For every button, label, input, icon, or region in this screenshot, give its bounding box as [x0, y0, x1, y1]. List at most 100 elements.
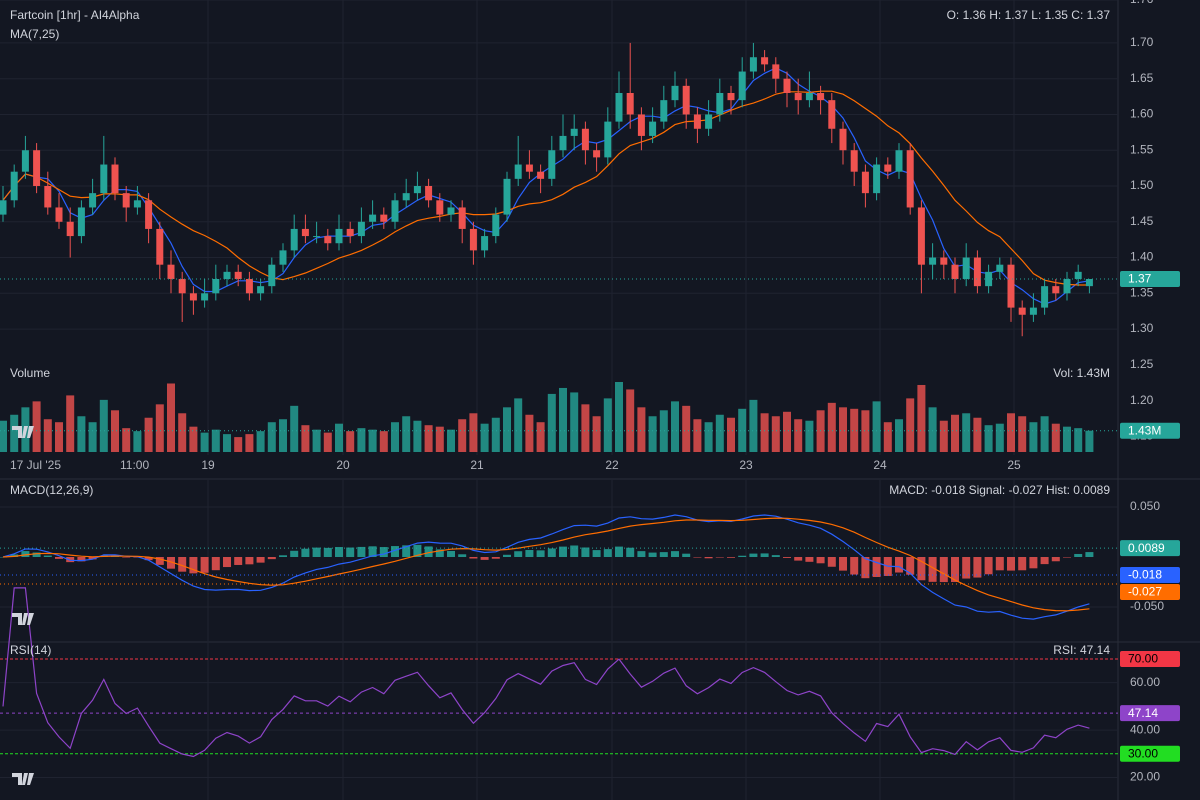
x-tick-label: 22 — [605, 458, 619, 472]
macd-histogram-bar — [469, 557, 478, 559]
macd-histogram-bar — [346, 547, 355, 557]
volume-bar — [995, 423, 1004, 452]
candle-body — [951, 264, 959, 279]
candle-body — [10, 171, 18, 201]
macd-histogram-bar — [671, 551, 679, 557]
volume-bar — [895, 419, 903, 452]
volume-bar — [491, 417, 500, 452]
volume-bar — [88, 422, 97, 452]
macd-histogram-bar — [323, 547, 332, 557]
candle-body — [559, 135, 567, 151]
volume-bar — [391, 422, 399, 452]
candle-body — [716, 92, 724, 115]
volume-bar — [155, 404, 164, 452]
candle-body — [268, 264, 276, 287]
macd-histogram-bar — [1063, 557, 1071, 558]
macd-histogram-bar — [783, 557, 791, 558]
macd-histogram-bar — [637, 551, 646, 557]
axis-badges: 1.37 1.43M 0.0089 -0.018 -0.027 70.00 30.00 47.… — [1120, 270, 1180, 762]
volume-bar — [55, 422, 63, 452]
candle-body — [772, 64, 780, 79]
rsi-tick-label: 60.00 — [1130, 675, 1160, 689]
candle-body — [839, 128, 847, 151]
candle-body — [492, 214, 500, 237]
macd-histogram-bar — [21, 551, 30, 557]
x-tick-label: 25 — [1007, 458, 1021, 472]
candle-body — [1007, 264, 1015, 308]
volume-bar — [760, 413, 769, 452]
candle-body — [861, 171, 869, 194]
candle-body — [447, 207, 455, 215]
candle-body — [313, 236, 321, 238]
axis-badge-label: 30.00 — [1128, 746, 1158, 760]
macd-histogram-bar — [178, 557, 187, 572]
axis-badge — [1120, 540, 1180, 557]
macd-histogram-bar — [850, 557, 859, 575]
y-tick-label: 1.50 — [1130, 178, 1154, 192]
macd-histogram-bar — [682, 553, 691, 557]
volume-bar — [592, 416, 601, 452]
rsi-tick-label: 20.00 — [1130, 770, 1160, 784]
axis-badge — [1120, 422, 1180, 439]
macd-histogram-bar — [234, 557, 243, 565]
macd-histogram-bar — [615, 546, 623, 557]
axis-badge — [1120, 567, 1180, 583]
macd-histogram-bar — [122, 557, 131, 558]
macd-tick-label: -0.050 — [1130, 599, 1164, 613]
ma-line — [2, 90, 1090, 286]
macd-tick-label: 0.050 — [1130, 499, 1160, 513]
candle-body — [167, 264, 175, 279]
volume-bar — [794, 419, 803, 452]
macd-histogram-bar — [525, 550, 534, 557]
candle-body — [671, 85, 679, 101]
volume-bar — [951, 414, 959, 452]
macd-histogram-bar — [839, 557, 847, 571]
candle-body — [906, 150, 914, 208]
volume-bar — [783, 411, 791, 452]
x-tick-label: 17 Jul '25 — [10, 458, 61, 472]
candle-body — [290, 228, 298, 251]
x-tick-label: 24 — [873, 458, 887, 472]
volume-bar — [671, 401, 679, 452]
y-tick-label: 1.45 — [1130, 214, 1154, 228]
candle-body — [615, 92, 623, 122]
volume-bar — [715, 414, 724, 452]
candle-body — [357, 221, 365, 237]
rsi-readout: RSI: 47.14 — [1053, 643, 1110, 657]
candle-body — [850, 150, 858, 172]
x-tick-label: 11:00 — [120, 458, 149, 472]
logo — [12, 426, 34, 785]
macd-histogram-bar — [368, 546, 377, 557]
volume-bar — [850, 408, 859, 452]
volume-bar — [379, 431, 388, 452]
candle-body — [257, 286, 265, 294]
candle-body — [895, 150, 903, 172]
volume-bar — [413, 420, 422, 452]
candle-body — [145, 200, 153, 229]
axis-badge — [1120, 705, 1180, 722]
macd-histogram-bar — [693, 557, 702, 558]
volume-bar — [77, 416, 86, 452]
candle-body — [626, 92, 634, 115]
macd-histogram-bar — [626, 547, 635, 557]
macd-histogram-bar — [357, 546, 366, 557]
macd-histogram-bar — [559, 546, 567, 557]
volume-bar — [1051, 423, 1060, 452]
axis-badge — [1120, 745, 1180, 762]
candle-body — [324, 236, 332, 244]
volume-bar — [827, 402, 836, 452]
candle-body — [1018, 307, 1026, 315]
volume-bar — [357, 428, 366, 452]
volume-bar — [133, 431, 142, 452]
candle-body — [682, 85, 690, 115]
volume-bar — [939, 420, 948, 452]
axis-badge-label: 0.0089 — [1128, 541, 1165, 555]
volume-bar — [480, 423, 489, 452]
macd-histogram-bar — [906, 557, 915, 575]
macd-histogram-bar — [1029, 557, 1038, 569]
macd-histogram-bar — [1040, 557, 1049, 565]
macd-histogram-bar — [144, 557, 153, 561]
volume-bar — [458, 419, 467, 452]
macd-histogram-bar — [43, 555, 52, 557]
candle-body — [89, 193, 97, 208]
